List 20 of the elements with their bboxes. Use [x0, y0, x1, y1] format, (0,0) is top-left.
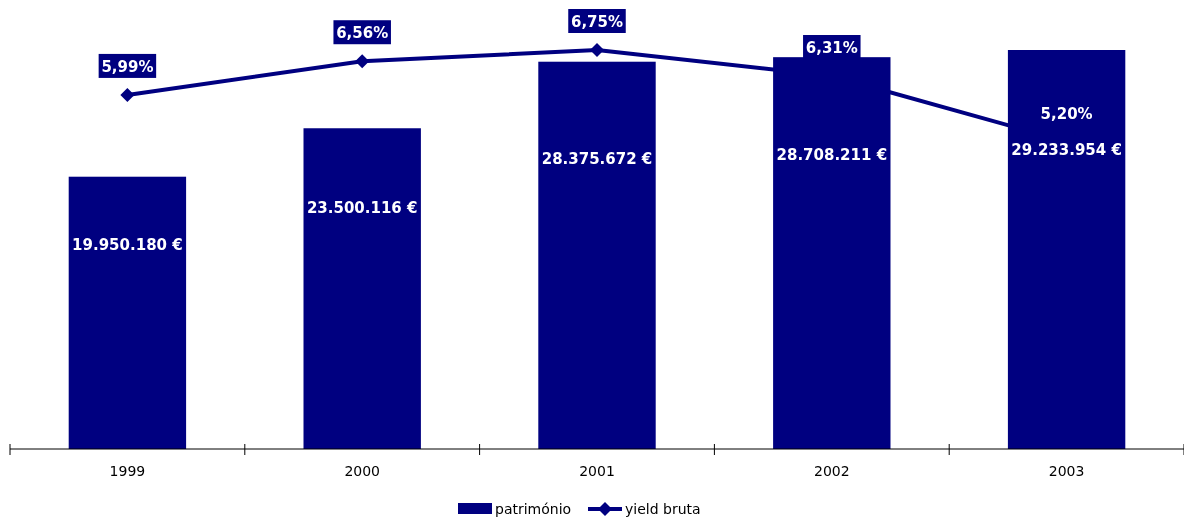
x-tick-label: 1999 — [109, 463, 146, 479]
data-label: 29.233.954 € — [1011, 140, 1122, 159]
bar — [538, 61, 656, 449]
data-label: 23.500.116 € — [306, 199, 418, 218]
legend-label: património — [495, 501, 572, 517]
bar — [303, 128, 421, 449]
x-tick-label: 2001 — [579, 463, 615, 479]
bar — [68, 176, 187, 449]
data-label: 6,75% — [570, 13, 624, 31]
legend-label: yield bruta — [625, 501, 701, 517]
x-tick-label: 2000 — [344, 463, 381, 479]
data-label: 28.708.211 € — [776, 146, 888, 165]
data-label: 6,56% — [336, 24, 389, 43]
data-label: 19.950.180 € — [72, 235, 183, 254]
data-label: 6,31% — [805, 39, 858, 58]
data-label: 5,20% — [1040, 104, 1093, 123]
data-label: 28.375.672 € — [541, 149, 653, 168]
x-tick-label: 2003 — [1048, 463, 1085, 479]
data-label: 5,99% — [101, 57, 154, 76]
x-tick-label: 2002 — [813, 463, 850, 479]
